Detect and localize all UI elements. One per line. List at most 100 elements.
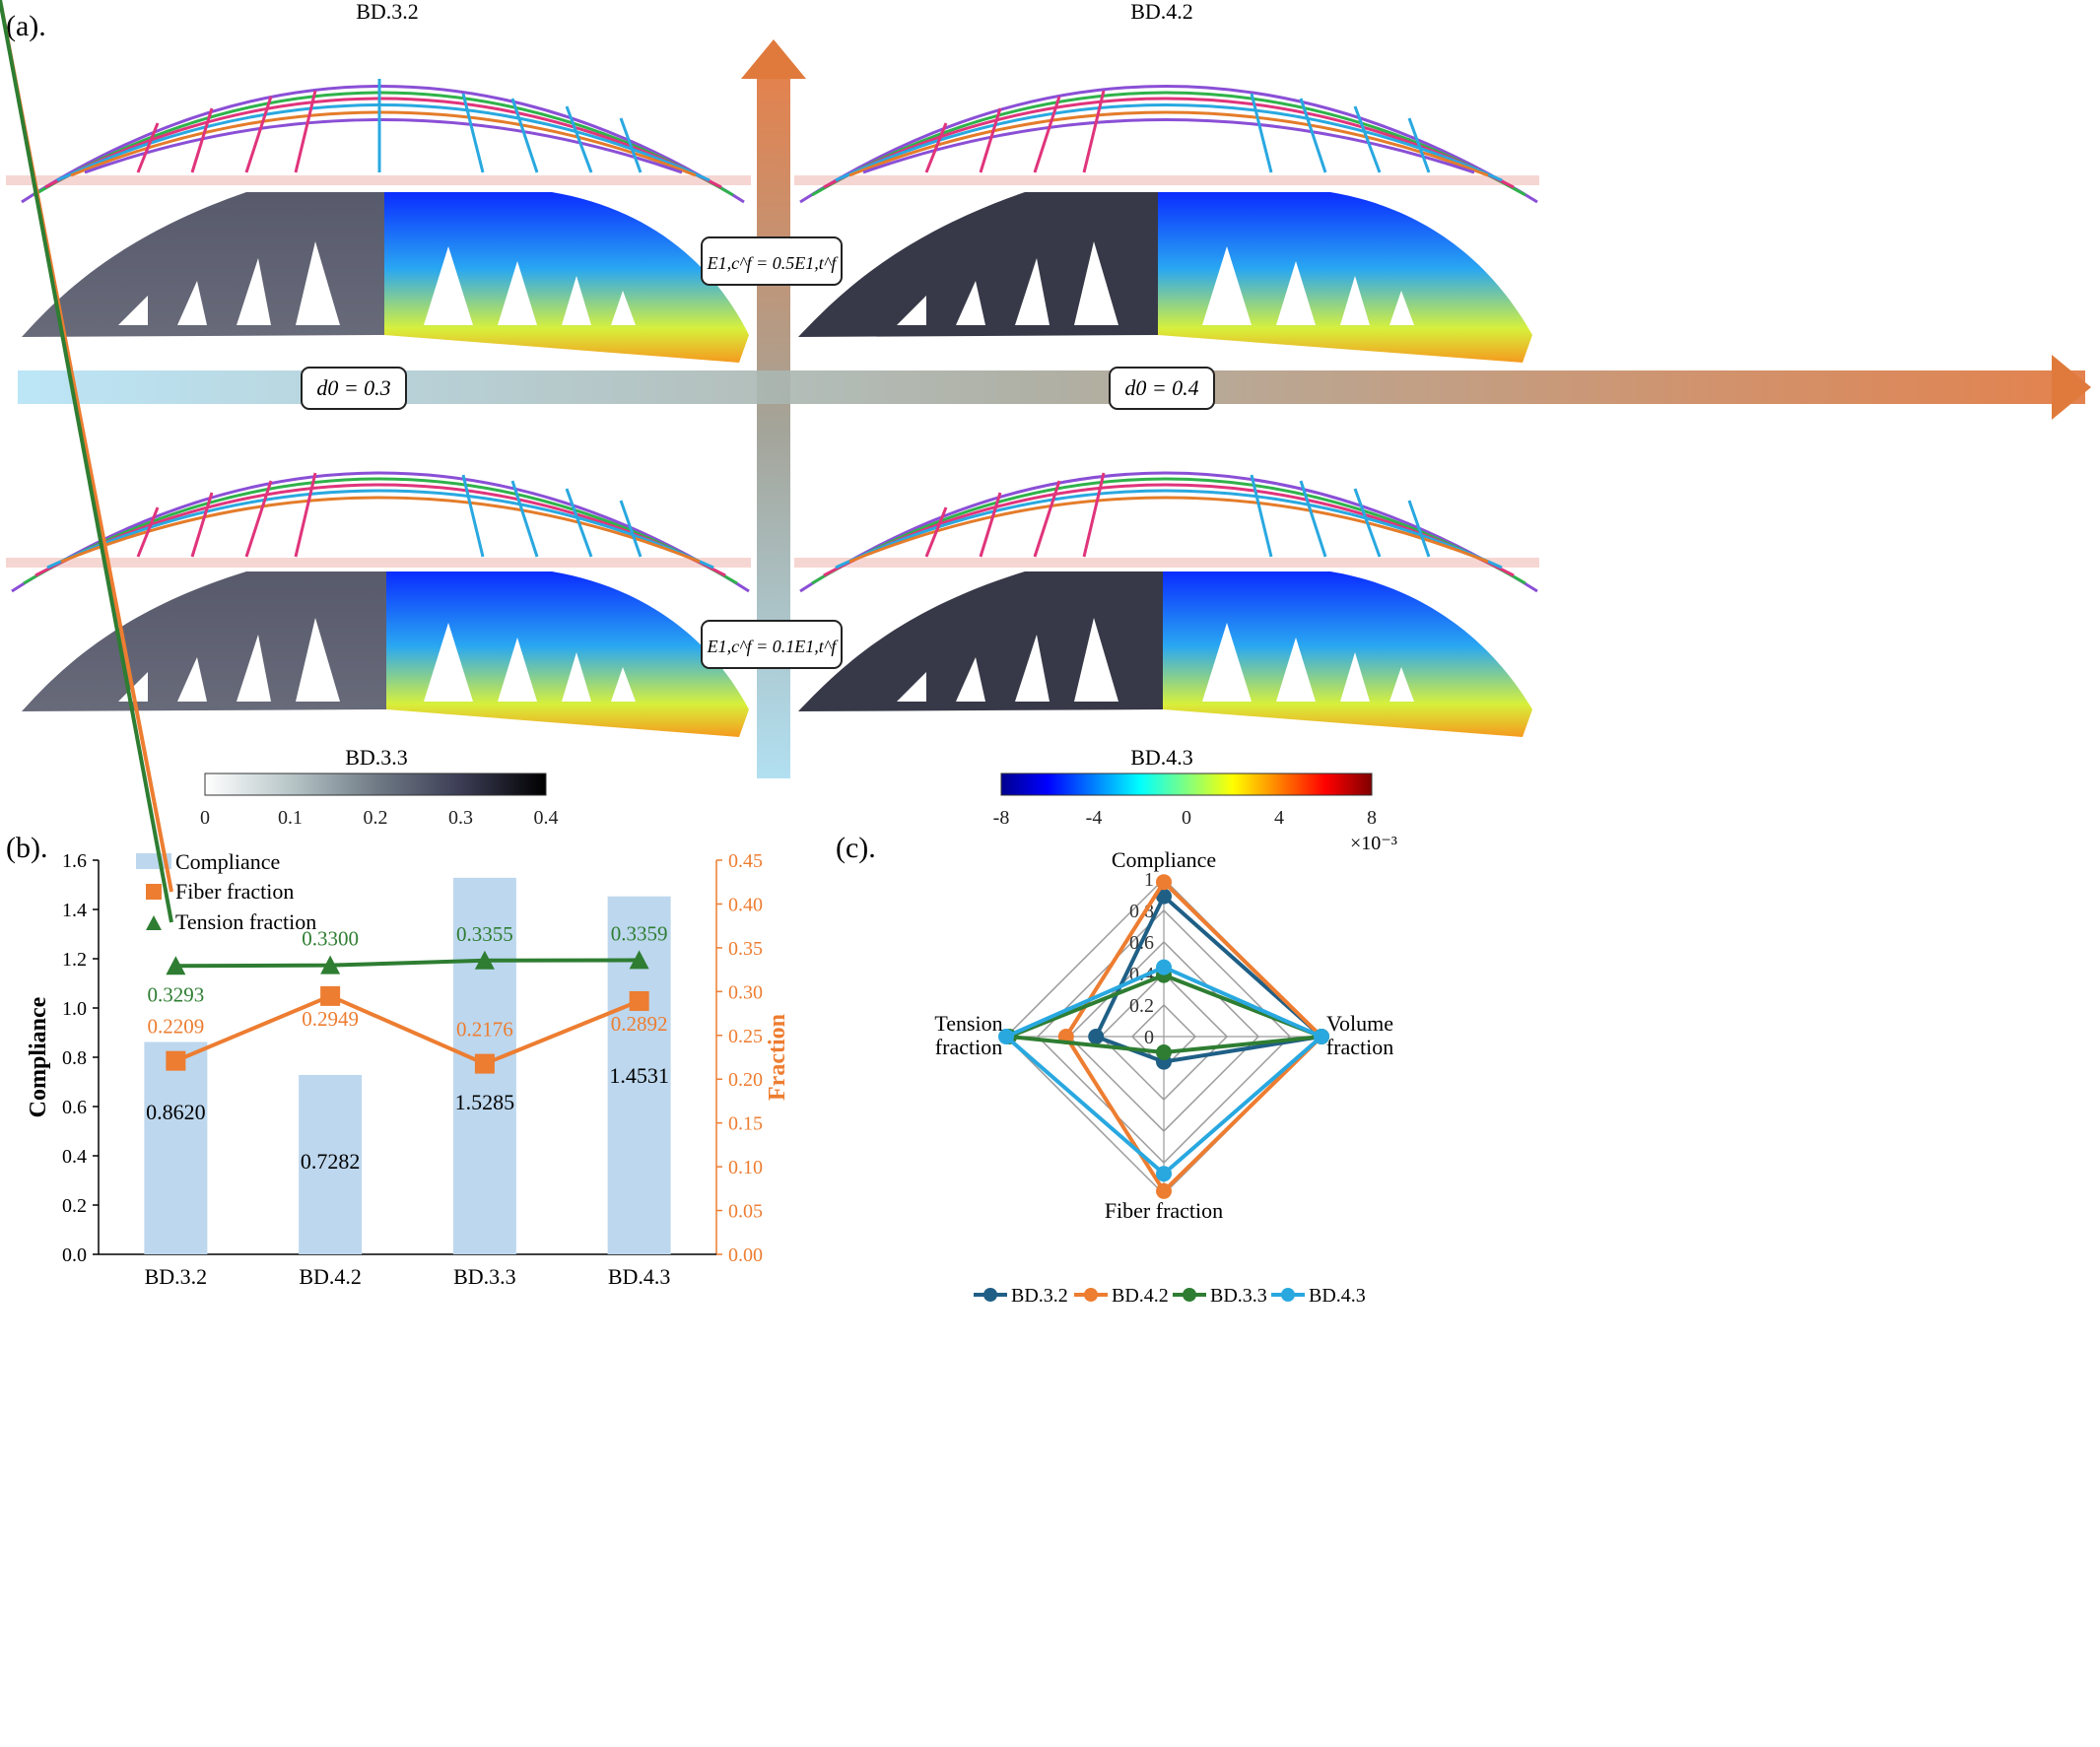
panel-a-label: (a). bbox=[6, 10, 46, 42]
bar-data-label: 0.8620 bbox=[146, 1100, 206, 1124]
y-tick-label-left: 0.0 bbox=[62, 1244, 87, 1266]
title-bd-3-2: BD.3.2 bbox=[356, 0, 419, 24]
bar-compliance bbox=[144, 1041, 208, 1254]
marker-tension-fraction bbox=[166, 956, 186, 975]
radar-legend-label: BD.3.2 bbox=[1011, 1285, 1068, 1307]
y-tick-label-left: 0.2 bbox=[62, 1195, 87, 1217]
legend-line-tension bbox=[0, 0, 173, 923]
y-tick-label-left: 1.2 bbox=[62, 949, 87, 971]
title-bd-3-3: BD.3.3 bbox=[345, 745, 408, 770]
annotation-upper: E1,c^f = 0.5E1,t^f bbox=[701, 236, 843, 286]
annotation-upper-text: E1,c^f = 0.5E1,t^f bbox=[707, 253, 840, 273]
panel-b: (b). Compliance Fraction 0.0 0.2 0.4 0.6 0.8… bbox=[0, 0, 790, 1289]
fiber-path-map bbox=[794, 85, 1539, 204]
y-tick-label-right: 0.40 bbox=[728, 894, 763, 915]
radar-legend-label: BD.3.3 bbox=[1210, 1285, 1267, 1307]
gray-colorbar: 0 0.1 0.2 0.3 0.4 bbox=[200, 773, 559, 829]
marker-fiber-fraction bbox=[166, 1050, 186, 1071]
radar-axis-label-compliance: Compliance bbox=[1112, 847, 1216, 872]
jet-colorbar-ticks: -8 -4 0 4 8 bbox=[993, 807, 1377, 829]
jet-colorbar-tick-label: -4 bbox=[1086, 807, 1103, 829]
fiber-path-map bbox=[794, 471, 1539, 593]
radar-axis-label-tension-2: fraction bbox=[935, 1035, 1002, 1059]
legend-label-compliance: Compliance bbox=[175, 849, 280, 874]
radar-point bbox=[1156, 874, 1172, 891]
y-tick-label-right: 0.25 bbox=[728, 1026, 763, 1047]
panel-c: (c). 00.20.40.60.81 Compliance Volume fr… bbox=[836, 832, 1393, 1307]
radar-point bbox=[1156, 1044, 1172, 1060]
y-tick-label-left: 0.8 bbox=[62, 1047, 87, 1069]
radar-axis-label-volume-1: Volume bbox=[1326, 1011, 1393, 1036]
marker-fiber-fraction bbox=[474, 1053, 495, 1074]
radar-point bbox=[1156, 888, 1172, 905]
y-tick-label-left: 0.6 bbox=[62, 1097, 87, 1118]
tension-fraction-data-label: 0.3293 bbox=[148, 982, 205, 1006]
annotation-right-text: d0 = 0.4 bbox=[1124, 375, 1198, 400]
annotation-lower-text: E1,c^f = 0.1E1,t^f bbox=[707, 637, 840, 656]
stress-map bbox=[22, 192, 749, 363]
design-bd-4-2: BD.4.2 bbox=[794, 0, 1539, 363]
y-tick-label-right: 0.00 bbox=[728, 1244, 763, 1266]
y-axis-title-right: Fraction bbox=[765, 1014, 790, 1101]
marker-tension-fraction bbox=[474, 950, 495, 970]
marker-fiber-fraction bbox=[629, 990, 649, 1011]
y-tick-label-right: 0.35 bbox=[728, 938, 763, 960]
marker-tension-fraction bbox=[629, 950, 649, 970]
jet-colorbar-tick-label: 4 bbox=[1274, 807, 1284, 829]
fiber-path-map bbox=[6, 471, 751, 593]
x-tick-label: BD.4.2 bbox=[299, 1264, 362, 1289]
jet-colorbar-tick-label: -8 bbox=[993, 807, 1010, 829]
gray-colorbar-tick-label: 0.3 bbox=[448, 807, 473, 829]
vertical-arrow-shaft bbox=[757, 77, 790, 778]
radar-point bbox=[998, 1029, 1014, 1044]
radar-legend-label: BD.4.2 bbox=[1112, 1285, 1169, 1307]
y-tick-label-left: 0.4 bbox=[62, 1146, 87, 1168]
combo-chart: 0.0 0.2 0.4 0.6 0.8 1.0 1.2 1.4 1.6 0.00 0.05 0.10 0… bbox=[62, 850, 763, 1289]
radar-tick-label: 0.2 bbox=[1129, 995, 1154, 1017]
annotation-right: d0 = 0.4 bbox=[1109, 367, 1215, 410]
radar-legend: BD.3.2 BD.4.2 BD.3.3 BD.4.3 bbox=[974, 1285, 1366, 1307]
radar-point bbox=[1156, 1182, 1172, 1199]
bar-data-label: 1.4531 bbox=[609, 1063, 669, 1088]
gray-colorbar-tick-label: 0.1 bbox=[278, 807, 303, 829]
tension-fraction-data-label: 0.3359 bbox=[611, 921, 668, 945]
radar-axis-label-volume-2: fraction bbox=[1326, 1035, 1393, 1059]
legend-marker-tension bbox=[146, 915, 162, 930]
y-tick-label-right: 0.10 bbox=[728, 1157, 763, 1178]
gray-colorbar-tick-label: 0.4 bbox=[534, 807, 559, 829]
y-tick-label-right: 0.20 bbox=[728, 1069, 763, 1091]
bar-data-label: 0.7282 bbox=[301, 1149, 361, 1174]
y-tick-label-right: 0.05 bbox=[728, 1201, 763, 1223]
radar-axis-label-tension-1: Tension bbox=[934, 1011, 1002, 1036]
annotation-left-text: d0 = 0.3 bbox=[316, 375, 390, 400]
y-tick-label-right: 0.30 bbox=[728, 981, 763, 1003]
fiber-fraction-data-label: 0.2176 bbox=[456, 1018, 513, 1041]
panel-a: (a). BD.3.2 bbox=[6, 0, 2091, 854]
radar-legend-label: BD.4.3 bbox=[1309, 1285, 1366, 1307]
gray-colorbar-ticks: 0 0.1 0.2 0.3 0.4 bbox=[200, 807, 559, 829]
annotation-left: d0 = 0.3 bbox=[301, 367, 407, 410]
panel-c-label: (c). bbox=[836, 832, 876, 864]
legend-label-fiber: Fiber fraction bbox=[175, 879, 294, 904]
y-tick-label-left: 1.4 bbox=[62, 900, 87, 921]
radar-chart: 00.20.40.60.81 bbox=[998, 869, 1329, 1199]
stress-map bbox=[798, 571, 1532, 737]
bar-compliance bbox=[299, 1074, 363, 1254]
title-bd-4-3: BD.4.3 bbox=[1130, 745, 1193, 770]
radar-legend-marker bbox=[1084, 1288, 1098, 1302]
panel-b-label: (b). bbox=[6, 832, 47, 864]
fiber-fraction-data-label: 0.2892 bbox=[611, 1012, 668, 1036]
title-bd-4-2: BD.4.2 bbox=[1130, 0, 1193, 24]
radar-legend-marker bbox=[1281, 1288, 1295, 1302]
x-tick-label: BD.4.3 bbox=[608, 1264, 671, 1289]
y-tick-label-right: 0.45 bbox=[728, 850, 763, 872]
fiber-fraction-data-label: 0.2949 bbox=[302, 1007, 359, 1031]
vertical-arrowhead bbox=[741, 39, 806, 79]
y-tick-label-right: 0.15 bbox=[728, 1113, 763, 1135]
line-fiber-fraction bbox=[174, 993, 641, 1066]
jet-colorbar: -8 -4 0 4 8 ×10⁻³ bbox=[993, 773, 1397, 854]
bar-data-label: 1.5285 bbox=[455, 1090, 515, 1114]
radar-axis-label-fiber: Fiber fraction bbox=[1105, 1198, 1223, 1223]
legend-marker-fiber bbox=[146, 884, 162, 900]
jet-colorbar-tick-label: 8 bbox=[1367, 807, 1377, 829]
